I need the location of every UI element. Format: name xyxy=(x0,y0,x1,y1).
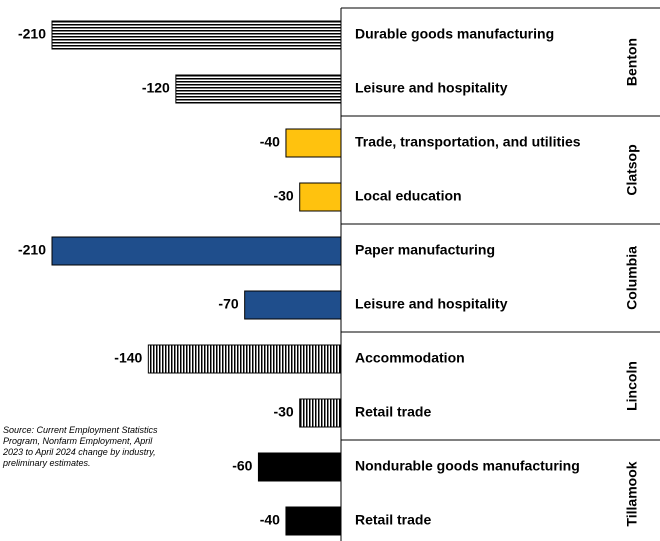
source-note: Source: Current Employment Statistics Pr… xyxy=(3,425,158,468)
bar xyxy=(285,128,342,158)
category-label: Local education xyxy=(355,188,462,204)
value-label: -70 xyxy=(218,296,238,312)
value-label: -30 xyxy=(273,188,293,204)
category-label: Durable goods manufacturing xyxy=(355,26,554,42)
value-label: -60 xyxy=(232,458,252,474)
group-label: Columbia xyxy=(624,246,640,310)
group-label: Benton xyxy=(624,38,640,86)
category-label: Nondurable goods manufacturing xyxy=(355,458,580,474)
category-label: Paper manufacturing xyxy=(355,242,495,258)
bar xyxy=(175,74,342,104)
category-label: Accommodation xyxy=(355,350,465,366)
bar xyxy=(51,236,342,266)
bar xyxy=(299,398,342,428)
value-label: -120 xyxy=(142,80,170,96)
bar xyxy=(147,344,342,374)
value-label: -210 xyxy=(18,242,46,258)
category-label: Leisure and hospitality xyxy=(355,296,508,312)
group-label: Lincoln xyxy=(624,361,640,411)
group-label: Tillamook xyxy=(624,461,640,526)
value-label: -40 xyxy=(260,134,280,150)
bar xyxy=(299,182,342,212)
value-label: -40 xyxy=(260,512,280,528)
category-label: Retail trade xyxy=(355,512,431,528)
value-label: -210 xyxy=(18,26,46,42)
value-label: -140 xyxy=(114,350,142,366)
group-label: Clatsop xyxy=(624,144,640,195)
bar xyxy=(244,290,342,320)
category-label: Leisure and hospitality xyxy=(355,80,508,96)
bar xyxy=(51,20,342,50)
value-label: -30 xyxy=(273,404,293,420)
bar xyxy=(257,452,342,482)
bar xyxy=(285,506,342,536)
category-label: Retail trade xyxy=(355,404,431,420)
category-label: Trade, transportation, and utilities xyxy=(355,134,581,150)
